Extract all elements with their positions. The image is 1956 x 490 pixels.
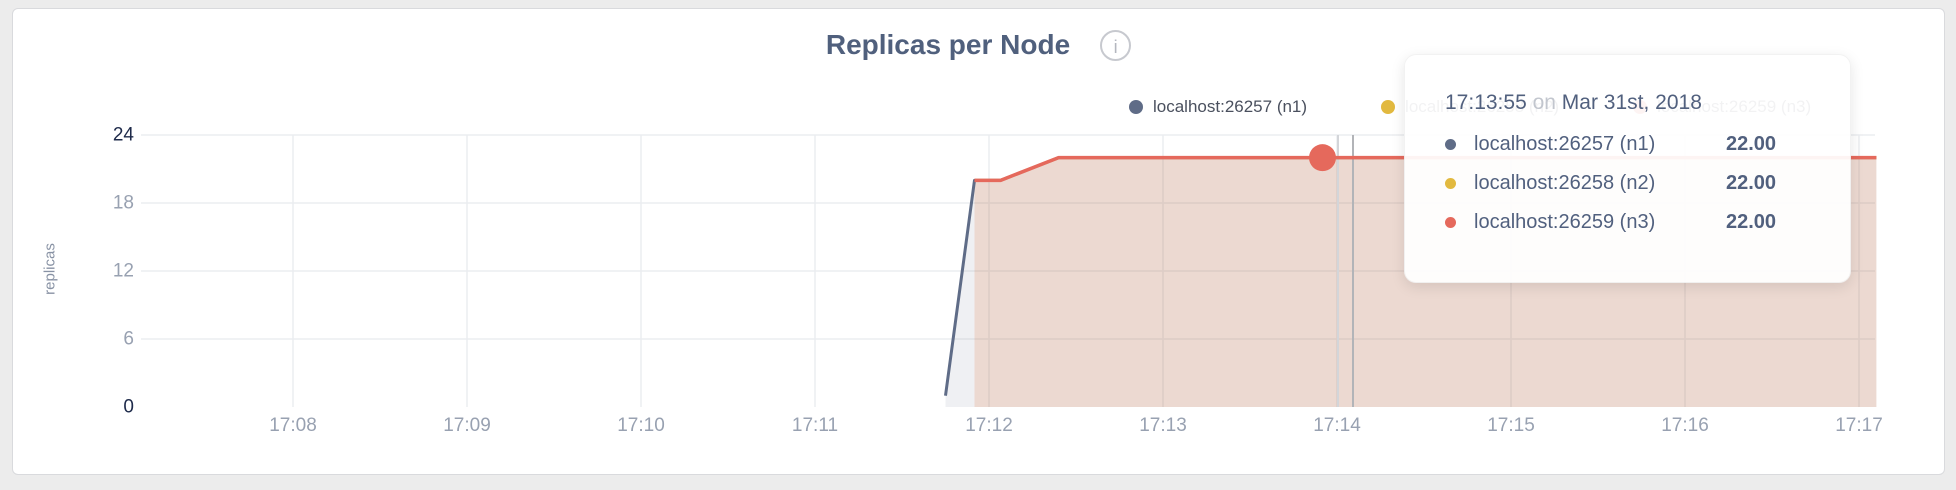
tooltip-series-dot-n1 [1445, 139, 1456, 150]
legend-item-n1[interactable]: localhost:26257 (n1) [1129, 97, 1307, 117]
x-tick-label: 17:10 [617, 415, 665, 436]
x-tick-label: 17:17 [1835, 415, 1883, 436]
chart-card: Replicas per Node i localhost:26257 (n1)… [12, 8, 1945, 475]
tooltip-series-value: 22.00 [1726, 211, 1777, 233]
x-tick-label: 17:14 [1313, 415, 1361, 436]
tooltip-series-label: localhost:26259 (n3) [1474, 211, 1656, 233]
legend-dot-n1 [1129, 100, 1143, 114]
info-icon[interactable]: i [1100, 29, 1132, 61]
x-tick-label: 17:12 [965, 415, 1013, 436]
tooltip-heading: 17:13:55 on Mar 31st, 2018 [1445, 91, 1850, 115]
tooltip-row-n2: localhost:26258 (n2) 22.00 [1445, 164, 1850, 203]
tooltip-row-n3: localhost:26259 (n3) 22.00 [1445, 203, 1850, 242]
y-tick-label: 18 [113, 193, 134, 214]
chart-title: Replicas per Node [825, 29, 1071, 60]
x-tick-label: 17:11 [792, 415, 838, 436]
tooltip-series-label: localhost:26257 (n1) [1474, 133, 1656, 155]
tooltip-series-value: 22.00 [1726, 133, 1777, 155]
hover-marker-dot [1309, 144, 1336, 172]
x-tick-label: 17:09 [443, 415, 491, 436]
hover-tooltip: 17:13:55 on Mar 31st, 2018 localhost:262… [1404, 54, 1851, 283]
y-tick-label: 6 [123, 329, 134, 350]
x-tick-label: 17:08 [269, 415, 317, 436]
tooltip-time: 17:13:55 [1445, 91, 1527, 114]
tooltip-series-dot-n2 [1445, 178, 1456, 189]
x-tick-label: 17:13 [1139, 415, 1187, 436]
tooltip-date: Mar 31st, 2018 [1561, 91, 1702, 114]
tooltip-series-label: localhost:26258 (n2) [1474, 172, 1656, 194]
legend-label-n1: localhost:26257 (n1) [1153, 97, 1308, 116]
chart-header: Replicas per Node i [13, 29, 1944, 61]
tooltip-row-n1: localhost:26257 (n1) 22.00 [1445, 125, 1850, 164]
y-tick-label: 24 [113, 125, 135, 146]
tooltip-conjunction: on [1532, 91, 1556, 114]
legend-dot-n2 [1381, 100, 1396, 114]
x-tick-label: 17:16 [1661, 415, 1709, 436]
y-tick-label: 0 [123, 397, 134, 418]
y-tick-label: 12 [113, 261, 134, 282]
x-tick-label: 17:15 [1487, 415, 1535, 436]
y-axis-label: replicas [41, 243, 59, 295]
tooltip-series-value: 22.00 [1726, 172, 1777, 194]
tooltip-series-dot-n3 [1445, 217, 1456, 228]
